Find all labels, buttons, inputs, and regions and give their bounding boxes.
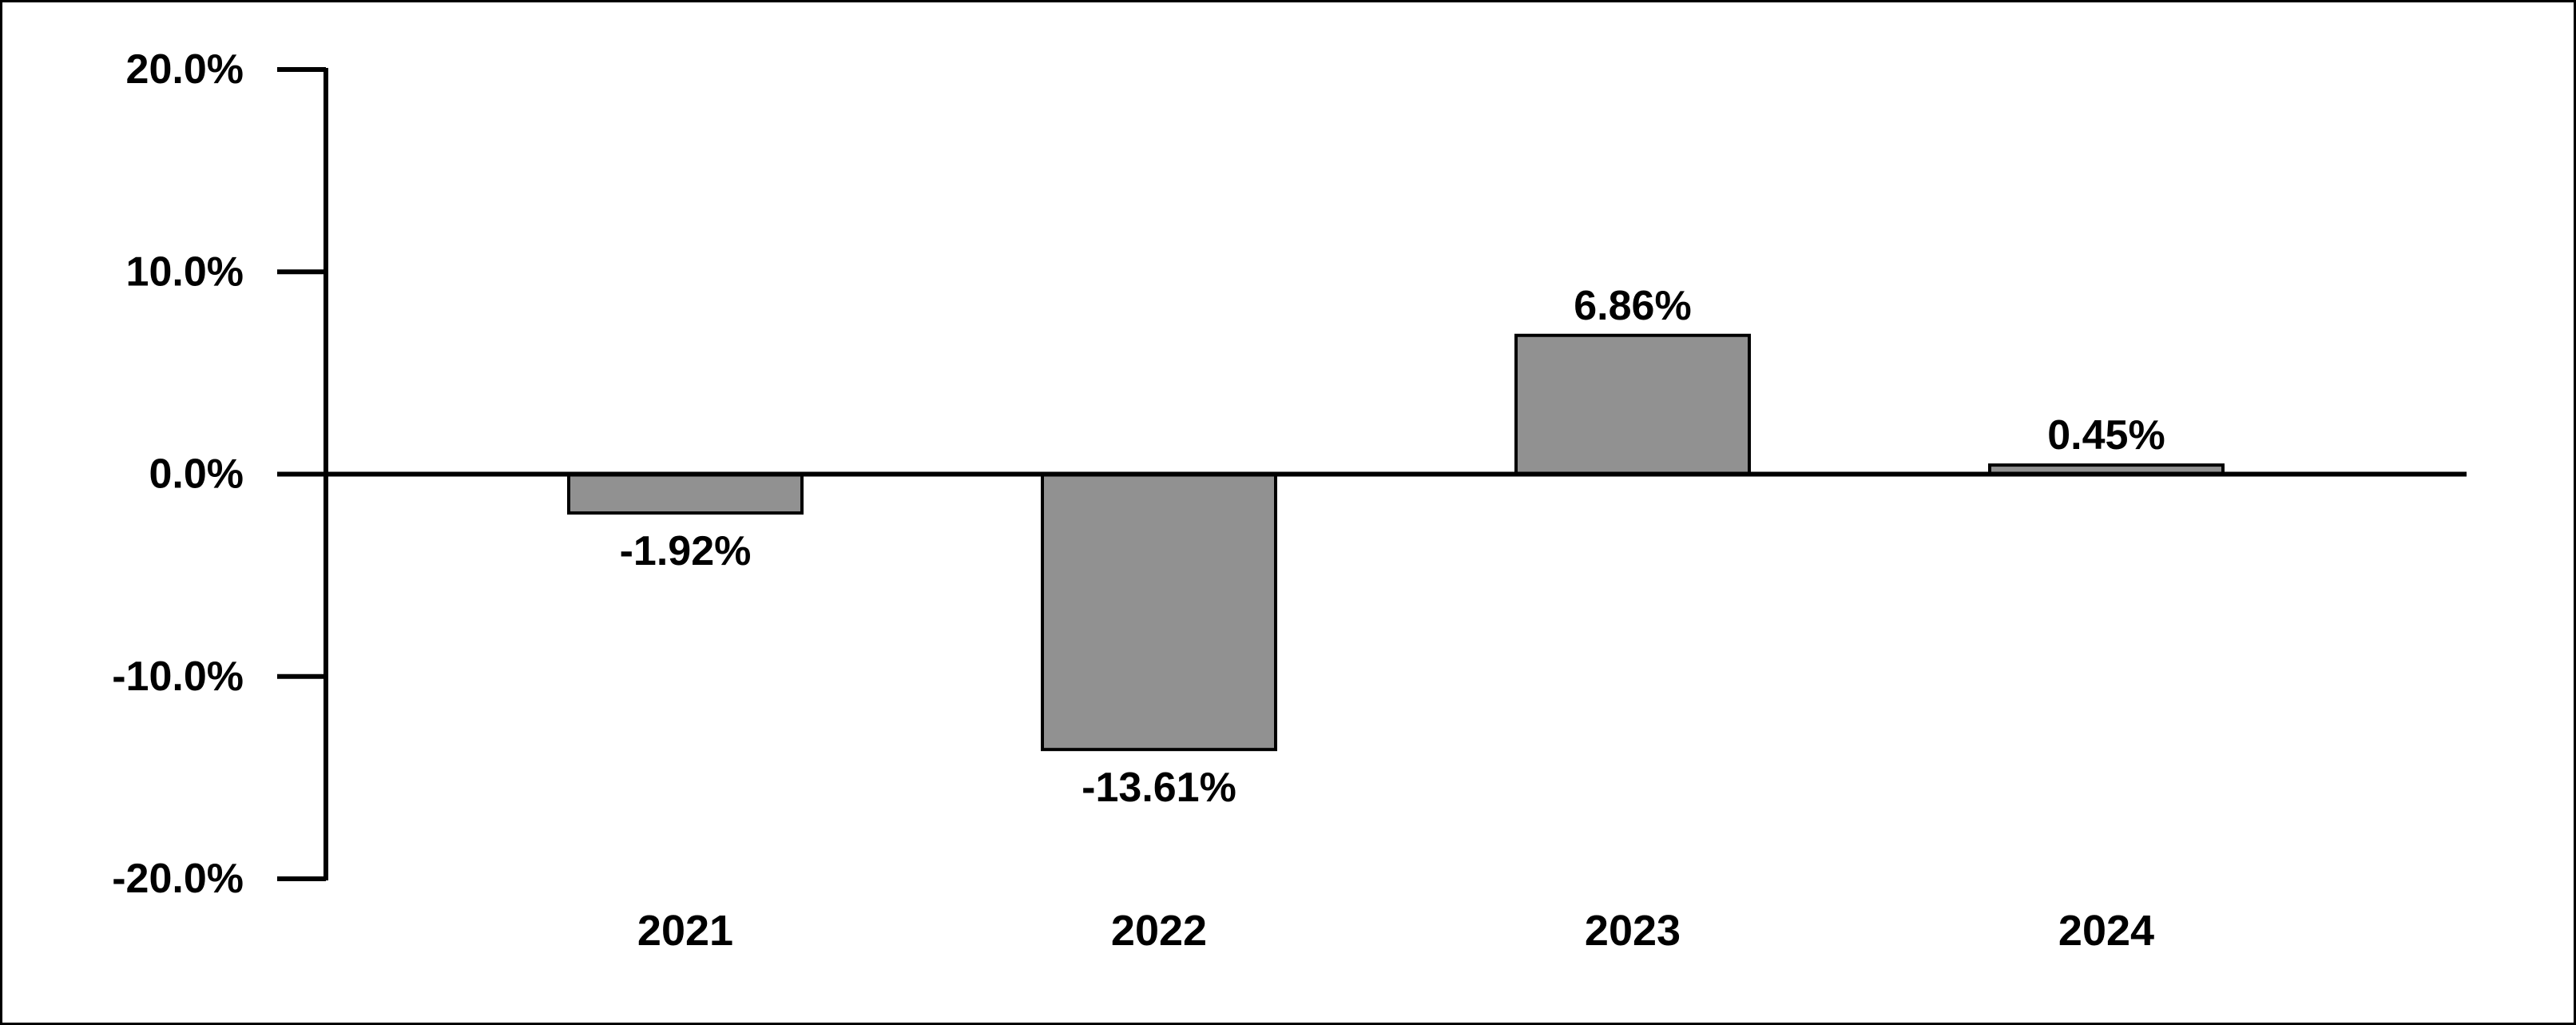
y-tick-label: 0.0% xyxy=(149,451,244,498)
y-tick-label: 10.0% xyxy=(126,248,244,295)
data-label: -13.61% xyxy=(1082,765,1236,811)
x-tick-label: 2024 xyxy=(2058,907,2154,955)
bar-2022 xyxy=(1041,472,1277,752)
x-tick-label: 2021 xyxy=(637,907,733,955)
data-labels: -1.92% -13.61% 6.86% 0.45% xyxy=(620,283,2165,811)
data-label: -1.92% xyxy=(620,528,752,574)
y-tick-label: -20.0% xyxy=(112,856,244,902)
data-label: 0.45% xyxy=(2047,412,2165,459)
bar-2021 xyxy=(567,472,804,515)
x-tick-label: 2023 xyxy=(1585,907,1681,955)
y-tick-label: 20.0% xyxy=(126,46,244,93)
x-tick-label: 2022 xyxy=(1111,907,1207,955)
y-tick-label: -10.0% xyxy=(112,654,244,700)
y-axis: 20.0% 10.0% 0.0% -10.0% -20.0% xyxy=(112,46,328,902)
bar-2023 xyxy=(1514,333,1751,476)
bars xyxy=(567,333,2225,752)
data-label: 6.86% xyxy=(1574,283,1691,329)
x-axis-labels: 2021 2022 2023 2024 xyxy=(637,907,2154,955)
